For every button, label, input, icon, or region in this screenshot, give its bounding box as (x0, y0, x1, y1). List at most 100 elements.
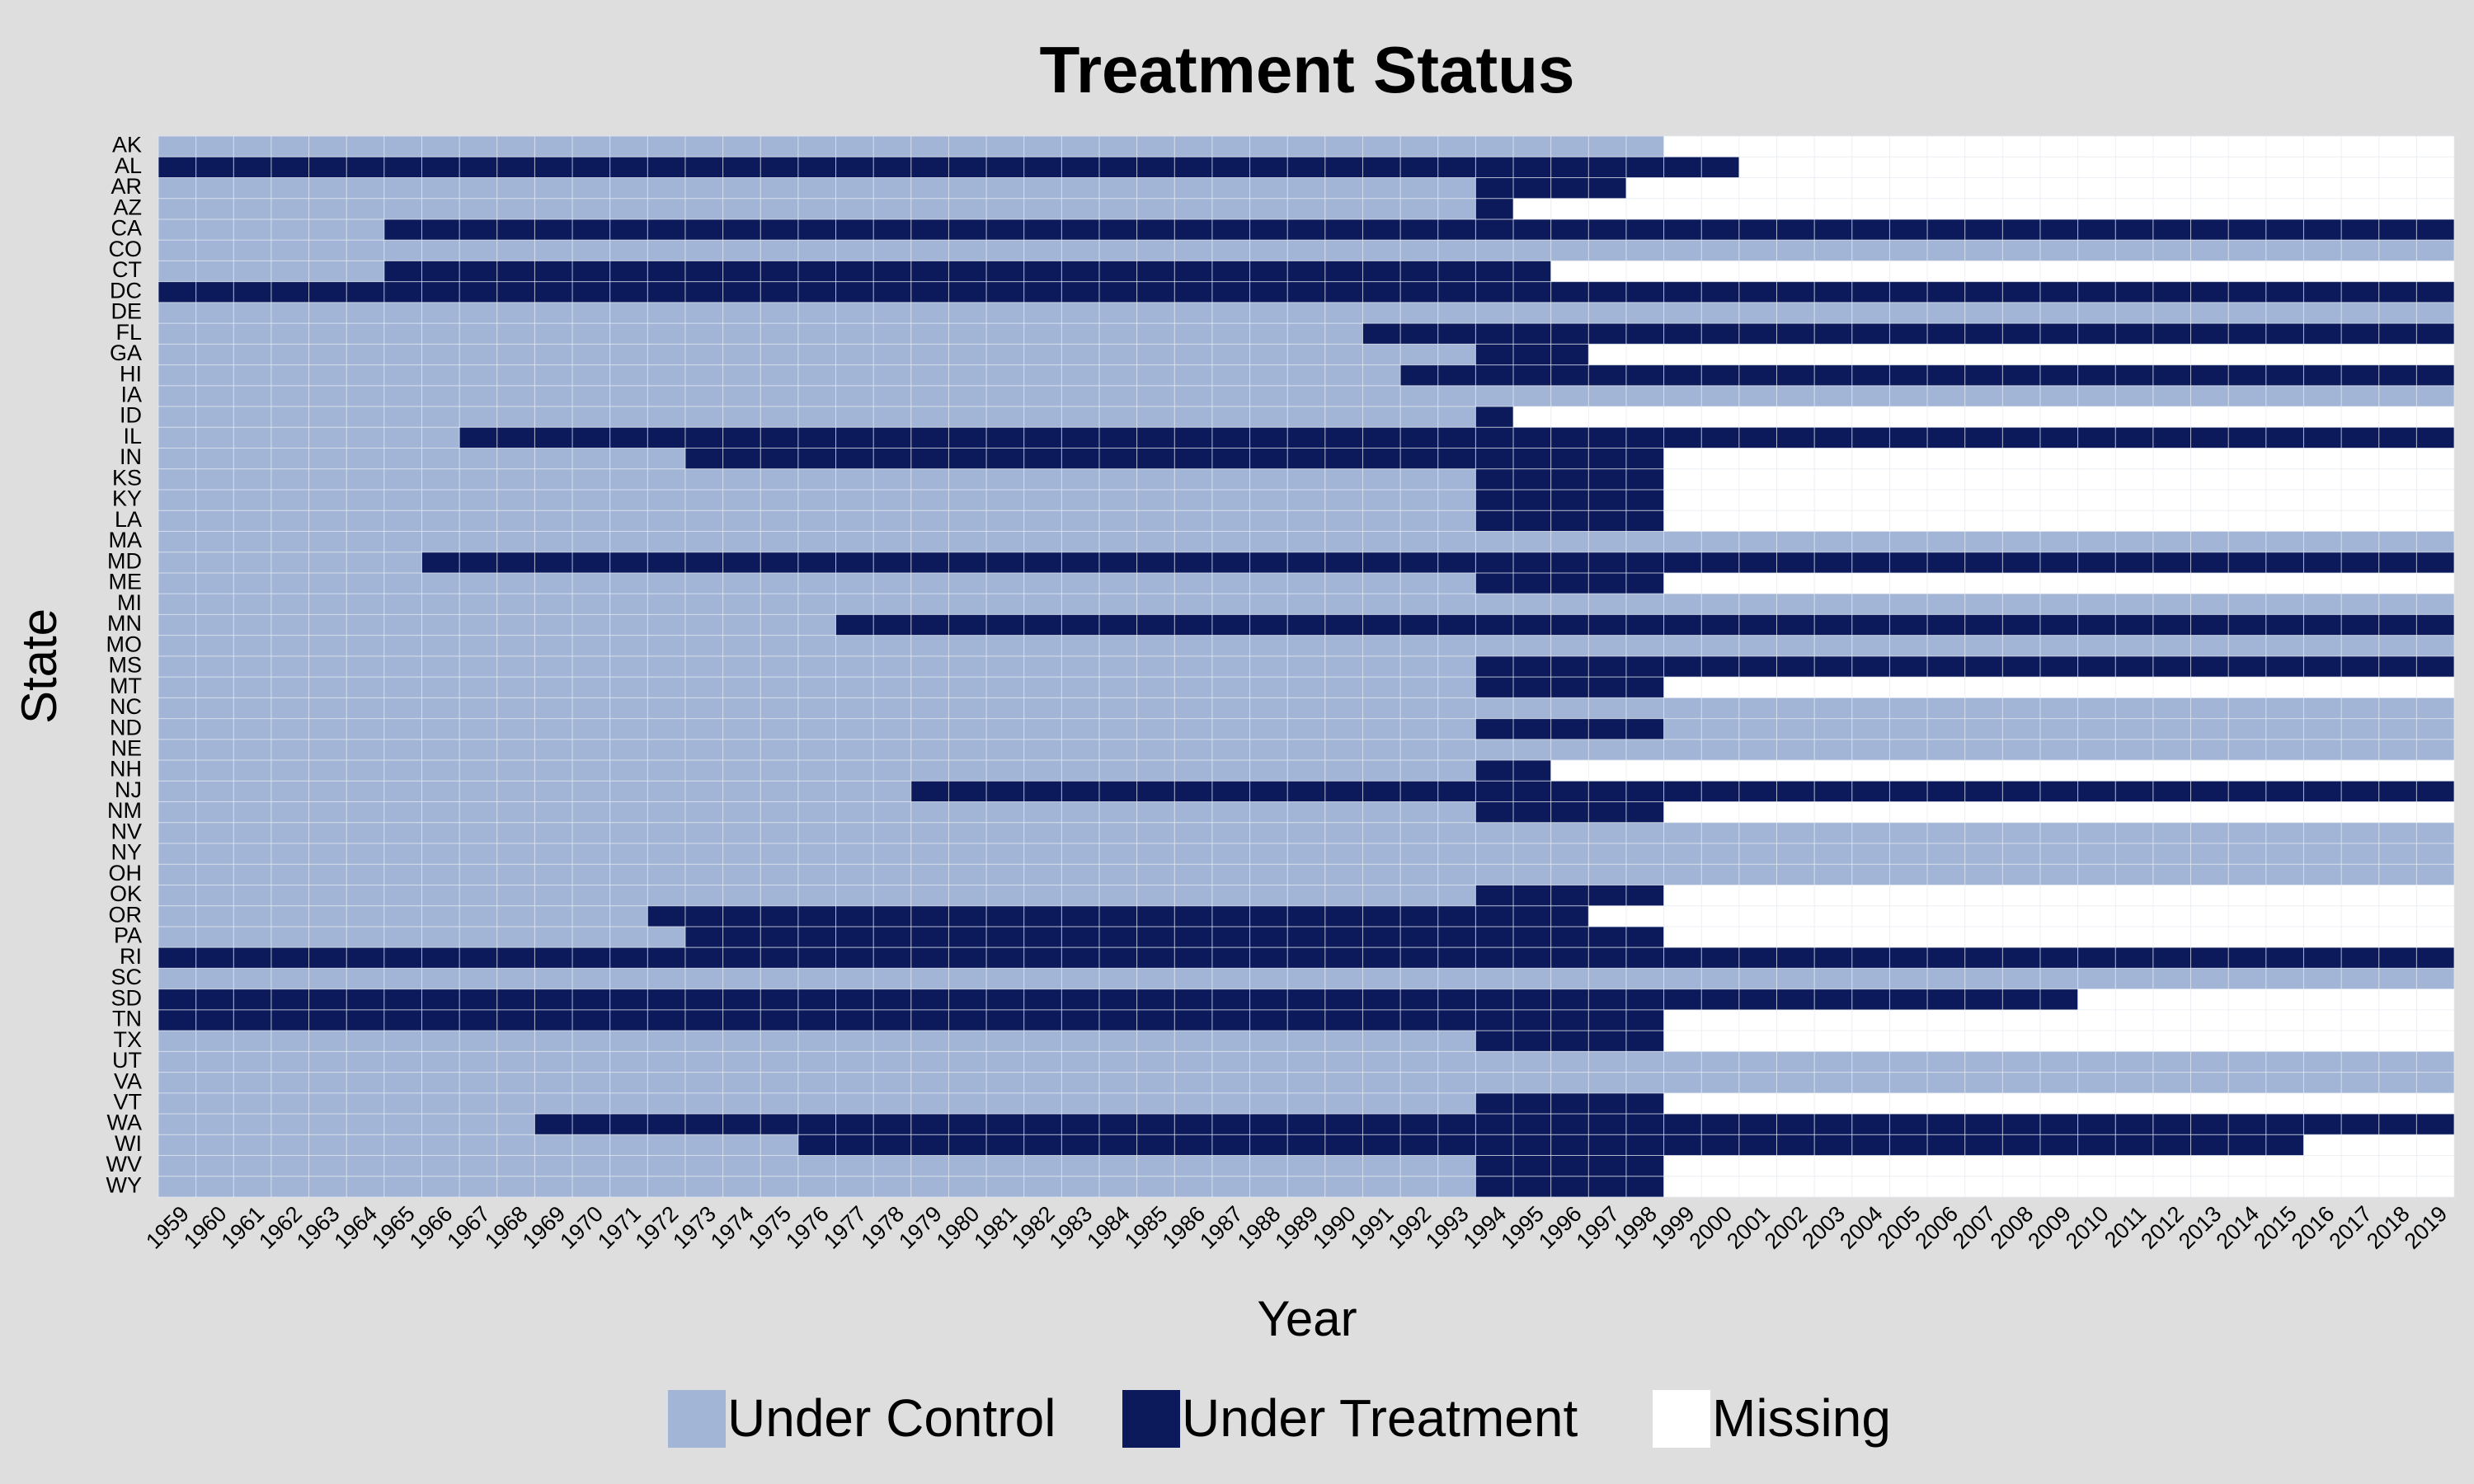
x-tick-label: 2013 (2174, 1201, 2227, 1254)
heatmap-cell (1287, 1155, 1325, 1176)
heatmap-cell (1776, 427, 1815, 448)
heatmap-cell (1437, 926, 1476, 948)
heatmap-cell (270, 157, 309, 178)
heatmap-cell (1362, 989, 1401, 1010)
heatmap-cell (2228, 614, 2266, 636)
y-tick-label: NV (111, 819, 142, 843)
heatmap-cell (421, 739, 460, 761)
heatmap-cell (609, 302, 648, 324)
heatmap-cell (1098, 635, 1137, 656)
heatmap-cell (835, 635, 874, 656)
heatmap-cell (2228, 635, 2266, 656)
heatmap-cell (233, 218, 271, 241)
heatmap-cell (308, 302, 347, 324)
heatmap-cell (270, 822, 309, 843)
heatmap-cell (1625, 1155, 1664, 1176)
heatmap-cell (647, 677, 685, 698)
heatmap-cell (2265, 718, 2304, 740)
heatmap-cell (1098, 947, 1137, 969)
heatmap-cell (534, 594, 573, 615)
heatmap-cell (797, 177, 836, 199)
heatmap-cell (1437, 1009, 1476, 1031)
heatmap-cell (1061, 448, 1099, 469)
heatmap-cell (2077, 240, 2116, 261)
heatmap-cell (1588, 490, 1626, 511)
heatmap-cell (647, 864, 685, 885)
heatmap-cell (572, 1114, 610, 1135)
heatmap-cell (760, 427, 798, 448)
heatmap-cell (534, 677, 573, 698)
heatmap-cell (1550, 136, 1589, 157)
heatmap-cell (2190, 281, 2229, 303)
heatmap-cell (986, 572, 1024, 594)
heatmap-cell (534, 635, 573, 656)
heatmap-cell (1738, 697, 1777, 719)
heatmap-cell (1513, 448, 1551, 469)
heatmap-cell (2416, 697, 2454, 719)
x-tick-label: 1992 (1383, 1201, 1436, 1254)
heatmap-cell (459, 240, 497, 261)
heatmap-cell (1362, 677, 1401, 698)
heatmap-cell (722, 635, 761, 656)
heatmap-cell (308, 427, 347, 448)
heatmap-cell (835, 510, 874, 532)
heatmap-cell (1061, 947, 1099, 969)
heatmap-cell (496, 947, 535, 969)
heatmap-cell (760, 323, 798, 345)
heatmap-cell (1249, 427, 1288, 448)
heatmap-cell (496, 1134, 535, 1156)
heatmap-cell (1927, 364, 1965, 386)
heatmap-cell (1362, 1176, 1401, 1197)
heatmap-cell (1437, 1134, 1476, 1156)
heatmap-cell (233, 947, 271, 969)
heatmap-cell (1889, 697, 1928, 719)
heatmap-cell (873, 1134, 911, 1156)
heatmap-cell (986, 218, 1024, 241)
heatmap-cell (572, 1072, 610, 1093)
heatmap-cell (684, 448, 723, 469)
heatmap-cell (459, 1031, 497, 1052)
heatmap-cell (534, 1072, 573, 1093)
heatmap-cell (2002, 1114, 2040, 1135)
heatmap-cell (1513, 552, 1551, 573)
heatmap-cell (1287, 801, 1325, 823)
heatmap-cell (1098, 572, 1137, 594)
heatmap-cell (835, 531, 874, 552)
heatmap-cell (1625, 302, 1664, 324)
heatmap-cell (572, 760, 610, 782)
heatmap-cell (873, 572, 911, 594)
heatmap-cell (1776, 822, 1815, 843)
heatmap-cell (797, 198, 836, 219)
heatmap-cell (308, 801, 347, 823)
heatmap-cell (1362, 635, 1401, 656)
heatmap-cell (1513, 905, 1551, 927)
heatmap-cell (948, 427, 987, 448)
heatmap-cell (910, 926, 949, 948)
heatmap-cell (346, 718, 384, 740)
heatmap-cell (459, 490, 497, 511)
heatmap-cell (2265, 240, 2304, 261)
heatmap-cell (1023, 364, 1062, 386)
heatmap-cell (1625, 157, 1664, 178)
legend-label-under-control: Under Control (727, 1388, 1056, 1448)
heatmap-cell (1324, 1134, 1363, 1156)
heatmap-cell (948, 1051, 987, 1073)
heatmap-cell (1324, 281, 1363, 303)
heatmap-cell (2416, 1114, 2454, 1135)
heatmap-cell (986, 1031, 1024, 1052)
heatmap-cell (722, 864, 761, 885)
heatmap-cell (835, 198, 874, 219)
heatmap-cell (986, 468, 1024, 490)
heatmap-cell (873, 302, 911, 324)
heatmap-cell (609, 157, 648, 178)
heatmap-cell (1625, 490, 1664, 511)
heatmap-cell (1249, 531, 1288, 552)
heatmap-cell (534, 364, 573, 386)
heatmap-cell (2190, 218, 2229, 241)
heatmap-cell (308, 490, 347, 511)
heatmap-cell (158, 136, 196, 157)
heatmap-cell (2115, 635, 2153, 656)
heatmap-cell (534, 1092, 573, 1115)
heatmap-cell (1964, 822, 2003, 843)
heatmap-cell (383, 905, 422, 927)
